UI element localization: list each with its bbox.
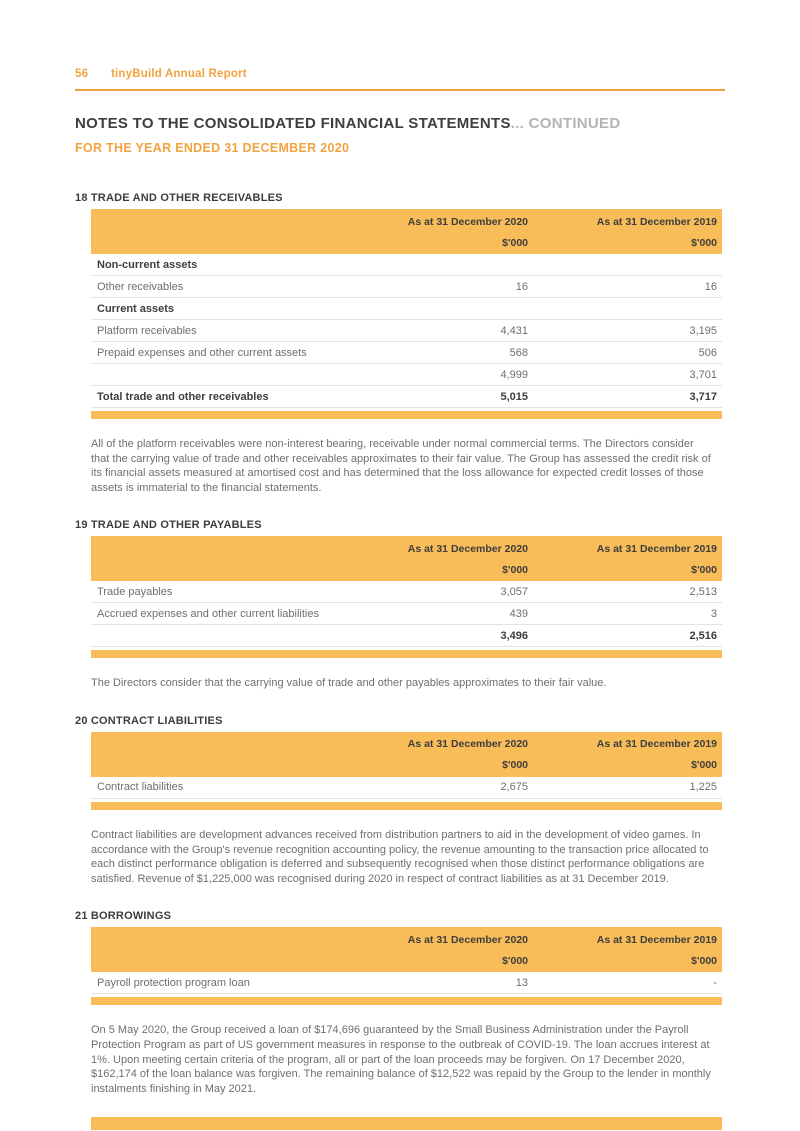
table-row: Platform receivables 4,431 3,195 <box>91 320 722 342</box>
table-row-subtotal: 4,999 3,701 <box>91 364 722 386</box>
table-unit-row: $'000 $'000 <box>91 559 722 580</box>
section-note: On 5 May 2020, the Group received a loan… <box>91 1024 711 1095</box>
table-unit-row: $'000 $'000 <box>91 755 722 776</box>
unit-2020: $'000 <box>502 759 528 772</box>
borrowings-table: As at 31 December 2020 As at 31 December… <box>91 927 722 1006</box>
col-header-2019: As at 31 December 2019 <box>596 738 717 751</box>
section-note: All of the platform receivables were non… <box>91 438 711 494</box>
table-unit-row: $'000 $'000 <box>91 950 722 971</box>
report-brand: tinyBuild Annual Report <box>111 68 247 80</box>
unit-2019: $'000 <box>691 954 717 967</box>
table-header: As at 31 December 2020 As at 31 December… <box>91 209 722 254</box>
table-header: As at 31 December 2020 As at 31 December… <box>91 536 722 582</box>
table-row: Other receivables 16 16 <box>91 276 722 298</box>
table-header: As at 31 December 2020 As at 31 December… <box>91 731 722 777</box>
table-header-row: As at 31 December 2020 As at 31 December… <box>91 734 722 755</box>
section-heading: 18 TRADE AND OTHER RECEIVABLES <box>75 192 283 204</box>
table-header-row: As at 31 December 2020 As at 31 December… <box>91 211 722 232</box>
section-heading: 21 BORROWINGS <box>75 910 172 923</box>
table-row: Accrued expenses and other current liabi… <box>91 603 722 626</box>
unit-2020: $'000 <box>502 563 528 576</box>
receivables-table: As at 31 December 2020 As at 31 December… <box>91 209 722 419</box>
table-row: Payroll protection program loan 13 - <box>91 972 722 995</box>
page-header: 56 tinyBuild Annual Report <box>75 68 725 80</box>
section-trade-receivables: 18 TRADE AND OTHER RECEIVABLES As at 31 … <box>75 192 725 495</box>
section-trade-payables: 19 TRADE AND OTHER PAYABLES As at 31 Dec… <box>75 519 725 691</box>
unit-2019: $'000 <box>691 563 717 576</box>
title-continued: ... CONTINUED <box>510 115 621 132</box>
section-heading: 19 TRADE AND OTHER PAYABLES <box>75 519 262 532</box>
table-row: Contract liabilities 2,675 1,225 <box>91 777 722 799</box>
contract-liabilities-table: As at 31 December 2020 As at 31 December… <box>91 731 722 810</box>
table-row-total: Total trade and other receivables 5,015 … <box>91 386 722 408</box>
table-header: As at 31 December 2020 As at 31 December… <box>91 927 722 973</box>
unit-2020: $'000 <box>502 236 528 249</box>
unit-2020: $'000 <box>502 954 528 967</box>
table-row: Prepaid expenses and other current asset… <box>91 342 722 364</box>
section-note: Contract liabilities are development adv… <box>91 828 709 885</box>
col-header-2020: As at 31 December 2020 <box>407 738 528 751</box>
unit-2019: $'000 <box>691 759 717 772</box>
table-unit-row: $'000 $'000 <box>91 232 722 253</box>
table-accent-bar <box>91 997 722 1006</box>
table-accent-bar <box>91 801 722 810</box>
table-row-total: 3,496 2,516 <box>91 625 722 648</box>
table-header-row: As at 31 December 2020 As at 31 December… <box>91 538 722 559</box>
table-header-row: As at 31 December 2020 As at 31 December… <box>91 929 722 950</box>
title-main: NOTES TO THE CONSOLIDATED FINANCIAL STAT… <box>75 115 511 132</box>
unit-2019: $'000 <box>691 236 717 249</box>
next-table-partial-bar <box>91 1117 722 1130</box>
col-header-2020: As at 31 December 2020 <box>407 933 528 946</box>
table-row: Non-current assets <box>91 254 722 276</box>
section-contract-liabilities: 20 CONTRACT LIABILITIES As at 31 Decembe… <box>75 715 725 886</box>
section-heading: 20 CONTRACT LIABILITIES <box>75 714 223 727</box>
col-header-2019: As at 31 December 2019 <box>596 542 717 555</box>
table-row: Current assets <box>91 298 722 320</box>
section-borrowings: 21 BORROWINGS As at 31 December 2020 As … <box>75 910 725 1096</box>
page-subtitle: FOR THE YEAR ENDED 31 DECEMBER 2020 <box>75 141 350 155</box>
table-accent-bar <box>91 650 722 659</box>
payables-table: As at 31 December 2020 As at 31 December… <box>91 536 722 659</box>
header-rule <box>75 89 725 91</box>
col-header-2019: As at 31 December 2019 <box>596 215 717 228</box>
col-header-2019: As at 31 December 2019 <box>596 933 717 946</box>
col-header-2020: As at 31 December 2020 <box>407 215 528 228</box>
table-row: Trade payables 3,057 2,513 <box>91 581 722 604</box>
page-title: NOTES TO THE CONSOLIDATED FINANCIAL STAT… <box>75 115 725 132</box>
page-number: 56 <box>75 68 89 80</box>
section-note: The Directors consider that the carrying… <box>91 677 607 690</box>
col-header-2020: As at 31 December 2020 <box>407 542 528 555</box>
table-accent-bar <box>91 411 722 419</box>
